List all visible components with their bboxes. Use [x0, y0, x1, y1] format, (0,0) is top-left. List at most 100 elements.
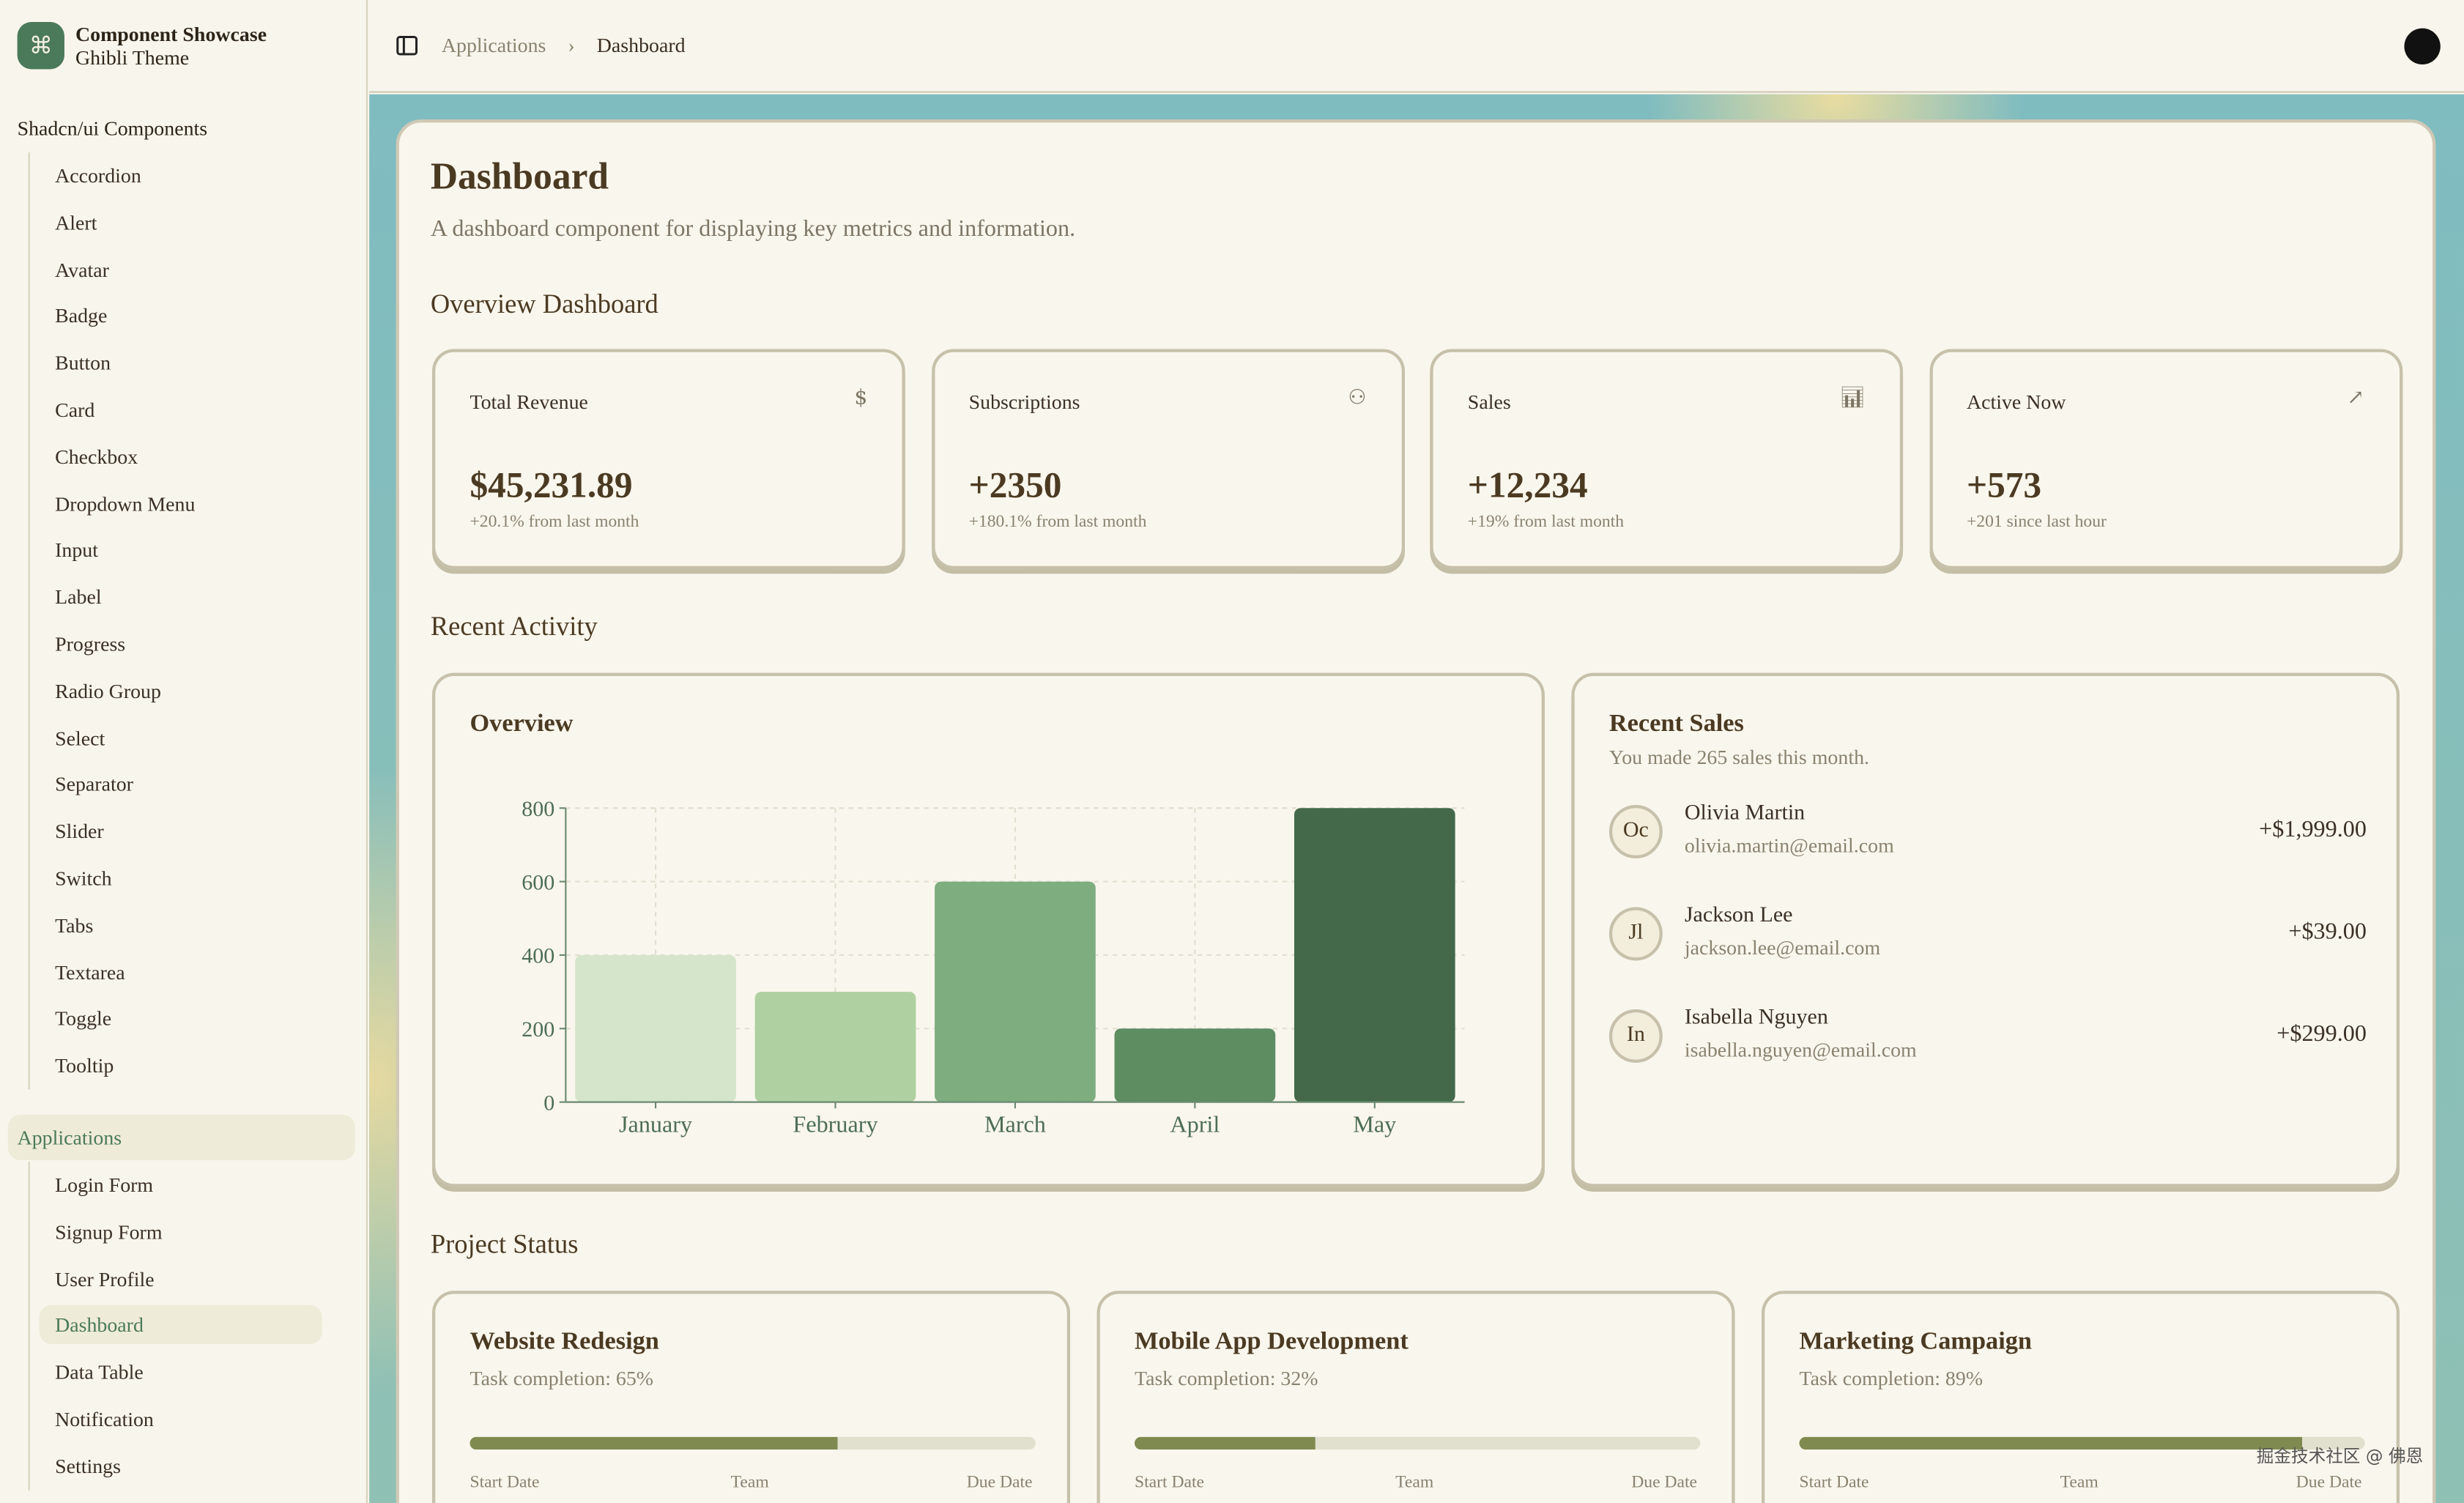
sidebar-item-login-form[interactable]: Login Form	[55, 1173, 154, 1197]
avatar: Oc	[1608, 804, 1663, 858]
group-label-applications[interactable]: Applications	[7, 1114, 355, 1161]
sidebar-item-card[interactable]: Card	[55, 398, 95, 422]
stat-title: Active Now	[1966, 390, 2066, 414]
sale-item: Jl Jackson Lee jackson.lee@email.com +$39.0…	[1608, 904, 2367, 967]
sidebar-item-settings[interactable]: Settings	[55, 1454, 121, 1478]
applications-nav: Login Form Signup Form User Profile Dashboa…	[28, 1162, 327, 1491]
sidebar-toggle-icon[interactable]	[396, 34, 418, 56]
dollar-icon: $	[854, 387, 868, 411]
project-title: Website Redesign	[470, 1328, 659, 1356]
x-tick-label: February	[793, 1110, 877, 1137]
stat-card: Active Now ↗ +573 +201 since last hour	[1929, 349, 2402, 569]
y-tick-label: 200	[522, 1017, 554, 1042]
bar-march[interactable]	[935, 881, 1096, 1102]
sidebar-item-toggle[interactable]: Toggle	[55, 1006, 112, 1031]
sidebar-item-accordion[interactable]: Accordion	[55, 163, 141, 188]
brand-subtitle: Ghibli Theme	[75, 45, 190, 70]
sale-amount: +$299.00	[2276, 1022, 2367, 1047]
top-bar: Applications › Dashboard	[369, 0, 2464, 93]
project-meta-team: Team	[730, 1473, 769, 1492]
sidebar-item-user-profile[interactable]: User Profile	[55, 1266, 155, 1291]
stat-change: +180.1% from last month	[968, 512, 1147, 532]
stat-card: Sales 📊︎ +12,234 +19% from last month	[1430, 349, 1904, 569]
x-tick-label: January	[619, 1110, 692, 1137]
project-meta-team: Team	[1395, 1473, 1434, 1492]
stat-value: +573	[1966, 465, 2042, 505]
sidebar-item-tooltip[interactable]: Tooltip	[55, 1053, 114, 1077]
project-title: Mobile App Development	[1134, 1328, 1409, 1356]
brand[interactable]: ⌘ Component Showcase Ghibli Theme	[17, 22, 267, 70]
sale-amount: +$1,999.00	[2259, 817, 2367, 843]
components-nav: Accordion Alert Avatar Badge Button Card Check…	[28, 152, 327, 1090]
bar-february[interactable]	[754, 992, 916, 1102]
bar-april[interactable]	[1114, 1028, 1276, 1102]
customer-name: Jackson Lee	[1684, 904, 1793, 928]
sidebar-item-checkbox[interactable]: Checkbox	[55, 444, 138, 469]
sidebar-item-label[interactable]: Label	[55, 584, 102, 609]
breadcrumb-applications[interactable]: Applications	[441, 33, 546, 57]
page-title: Dashboard	[430, 157, 609, 198]
section-projects: Project Status	[430, 1229, 579, 1260]
sidebar-item-badge[interactable]: Badge	[55, 304, 108, 328]
sidebar-item-progress[interactable]: Progress	[55, 631, 126, 656]
sidebar-item-input[interactable]: Input	[55, 538, 98, 563]
sale-amount: +$39.00	[2288, 919, 2367, 945]
avatar: Jl	[1608, 907, 1663, 961]
sidebar-item-notification[interactable]: Notification	[55, 1407, 154, 1431]
progress-fill	[1134, 1436, 1316, 1450]
recent-sales-subtitle: You made 265 sales this month.	[1608, 745, 1869, 769]
sidebar-item-tabs[interactable]: Tabs	[55, 913, 94, 937]
progress-bar	[1134, 1436, 1701, 1450]
github-icon[interactable]	[2404, 28, 2441, 65]
stat-change: +20.1% from last month	[470, 512, 639, 532]
y-tick-label: 400	[522, 944, 554, 968]
stat-change: +201 since last hour	[1966, 512, 2107, 532]
bar-may[interactable]	[1294, 808, 1455, 1102]
sidebar-item-alert[interactable]: Alert	[55, 210, 97, 234]
sidebar-item-dashboard[interactable]: Dashboard	[39, 1305, 322, 1346]
project-title: Marketing Campaign	[1799, 1328, 2033, 1356]
sidebar-item-dropdown-menu[interactable]: Dropdown Menu	[55, 491, 196, 516]
y-tick-label: 0	[543, 1091, 554, 1115]
sidebar-item-avatar[interactable]: Avatar	[55, 257, 109, 281]
project-card: Website Redesign Task completion: 65% Star…	[431, 1291, 1071, 1503]
y-tick-label: 800	[522, 797, 554, 821]
customer-name: Olivia Martin	[1684, 801, 1806, 825]
project-completion: Task completion: 32%	[1134, 1366, 1318, 1390]
page-description: A dashboard component for displaying key…	[430, 217, 1076, 242]
project-meta-start: Start Date	[1134, 1473, 1205, 1492]
bar-january[interactable]	[575, 954, 736, 1102]
sidebar-item-separator[interactable]: Separator	[55, 772, 133, 796]
customer-email: jackson.lee@email.com	[1684, 935, 1881, 960]
section-activity: Recent Activity	[430, 611, 598, 642]
project-completion: Task completion: 89%	[1799, 1366, 1984, 1390]
sidebar-item-radio-group[interactable]: Radio Group	[55, 678, 161, 702]
stat-title: Subscriptions	[968, 390, 1080, 414]
sidebar-item-switch[interactable]: Switch	[55, 866, 112, 890]
sale-item: Oc Olivia Martin olivia.martin@email.com +$…	[1608, 801, 2367, 865]
sidebar-item-button[interactable]: Button	[55, 351, 111, 375]
arrow-up-right-icon: ↗	[2347, 387, 2364, 411]
section-overview: Overview Dashboard	[430, 289, 658, 319]
progress-bar	[1799, 1436, 2365, 1450]
customer-email: olivia.martin@email.com	[1684, 833, 1894, 857]
sidebar-item-select[interactable]: Select	[55, 725, 105, 749]
bar-chart: 0 200 400 600 800 January February March April Ma…	[522, 797, 1465, 1137]
sidebar-item-textarea[interactable]: Textarea	[55, 960, 125, 984]
watermark: 掘金技术社区 @ 佛恩	[2256, 1446, 2424, 1467]
avatar: In	[1608, 1009, 1663, 1063]
progress-bar	[470, 1436, 1036, 1450]
breadcrumb-current: Dashboard	[596, 33, 686, 57]
project-meta-due: Due Date	[1631, 1473, 1698, 1492]
sidebar-item-slider[interactable]: Slider	[55, 819, 104, 843]
chevron-right-icon: ›	[568, 33, 575, 57]
bar-chart-icon: 📊︎	[1839, 387, 1866, 411]
stat-change: +19% from last month	[1467, 512, 1625, 532]
sidebar-item-signup-form[interactable]: Signup Form	[55, 1220, 163, 1244]
x-tick-label: May	[1353, 1110, 1396, 1137]
group-label-components: Shadcn/ui Components	[17, 116, 208, 141]
sidebar-item-data-table[interactable]: Data Table	[55, 1360, 144, 1384]
recent-sales-card: Recent Sales You made 265 sales this mon…	[1571, 672, 2400, 1187]
project-completion: Task completion: 65%	[470, 1366, 654, 1390]
command-icon: ⌘	[17, 22, 64, 70]
